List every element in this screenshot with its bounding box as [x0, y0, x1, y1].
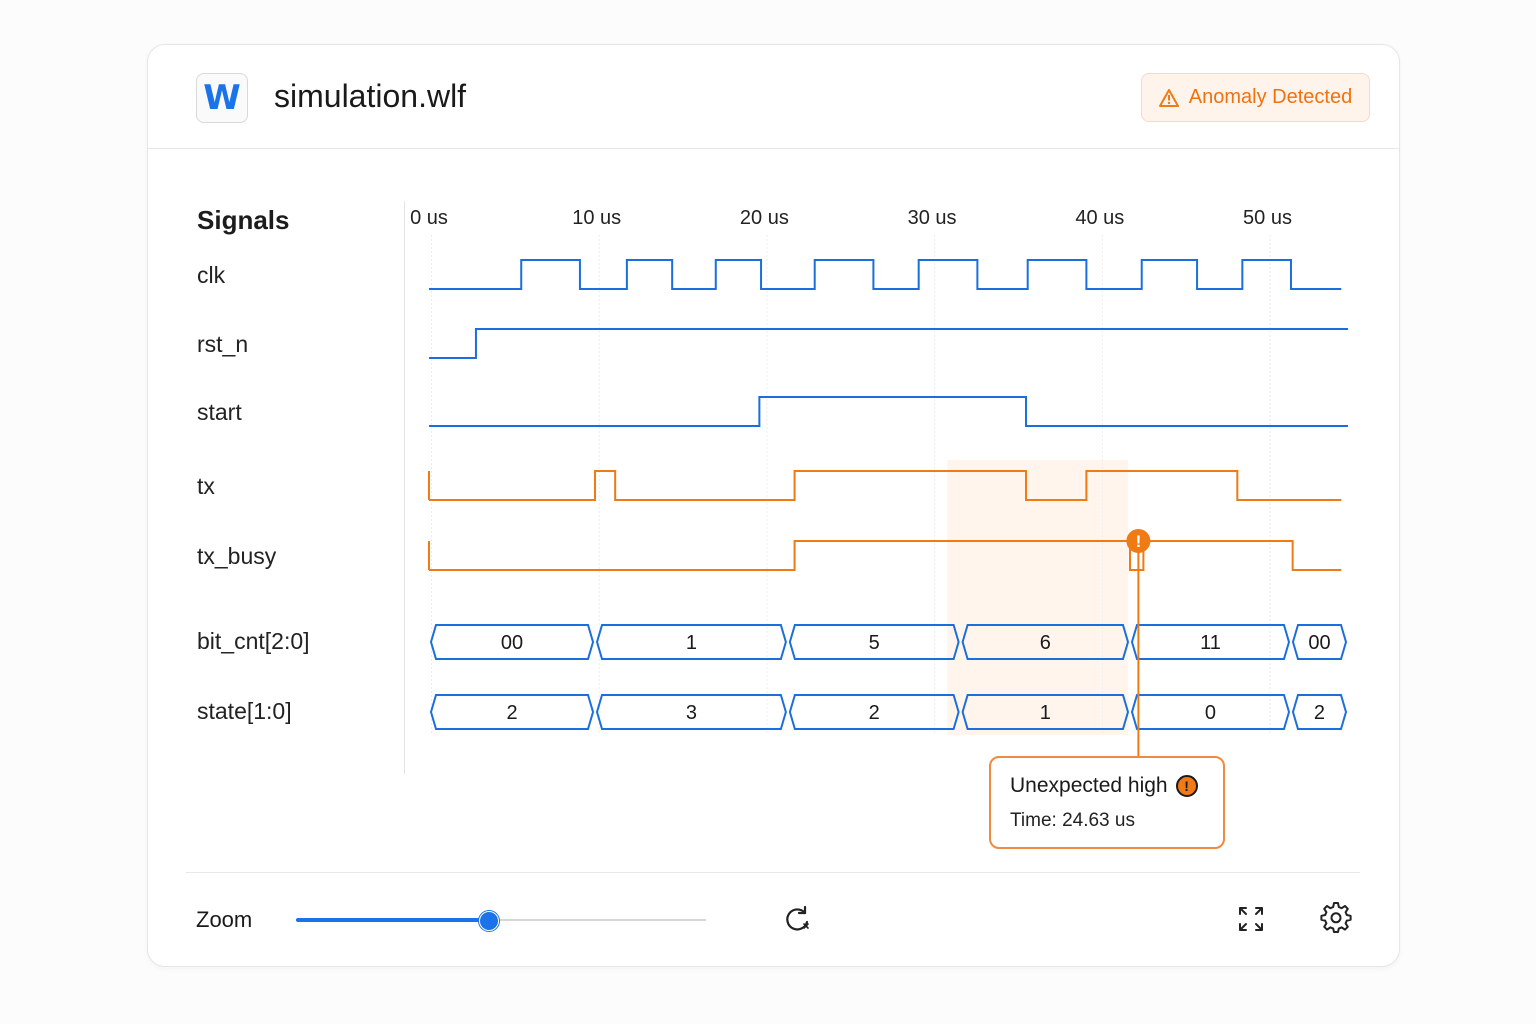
bus-segment [595, 694, 787, 730]
anomaly-tooltip: Unexpected high ! Time: 24.63 us [989, 756, 1225, 849]
anomaly-highlight-region [947, 460, 1129, 735]
bus-value-label: 00 [501, 632, 523, 654]
bus-value-label: 2 [1314, 702, 1325, 724]
file-title: simulation.wlf [274, 78, 467, 114]
fullscreen-icon[interactable] [1235, 903, 1267, 935]
signal-label-tx[interactable]: tx [197, 473, 215, 499]
zoom-slider-fill [296, 918, 489, 922]
anomaly-marker [1126, 529, 1151, 553]
anomaly-badge[interactable]: Anomaly Detected [1141, 73, 1370, 122]
header: W simulation.wlf Anomaly Detected [148, 45, 1399, 149]
waveform-canvas[interactable]: 00 1 5 6 11 00 2 3 2 1 0 2! [148, 45, 1399, 966]
waveform-tx [429, 470, 1342, 501]
bus-segment [429, 624, 595, 660]
time-tick-label: 10 us [572, 207, 622, 229]
bus-value-label: 11 [1200, 632, 1221, 654]
signal-label-clk[interactable]: clk [197, 262, 226, 288]
footer-divider [186, 872, 1360, 873]
exclamation-icon: ! [1175, 775, 1198, 797]
bus-segment [429, 694, 595, 730]
bus-segment [961, 624, 1130, 660]
time-tick-label: 0 us [410, 207, 448, 229]
anomaly-badge-label: Anomaly Detected [1188, 86, 1353, 108]
bus-value-label: 1 [686, 632, 697, 654]
waveform-rst-n [429, 328, 1348, 359]
bus-value-label: 6 [1040, 632, 1051, 654]
refresh-icon[interactable] [781, 903, 813, 935]
waveform-clk [429, 259, 1342, 290]
bus-value-label: 2 [506, 702, 517, 724]
bus-segment [788, 694, 960, 730]
zoom-slider-thumb[interactable] [478, 911, 499, 931]
exclamation-icon: ! [1136, 532, 1142, 551]
time-tick-label: 50 us [1243, 207, 1292, 229]
bus-value-label: 00 [1308, 632, 1330, 654]
warning-triangle-icon [1158, 88, 1179, 107]
tooltip-title: Unexpected high [1010, 774, 1168, 797]
signal-label-bit-cnt-2-0[interactable]: bit_cnt[2:0] [197, 628, 310, 654]
time-tick-label: 40 us [1075, 207, 1125, 229]
signal-label-tx-busy[interactable]: tx_busy [197, 543, 277, 569]
bus-value-label: 0 [1205, 702, 1216, 724]
tooltip-time: Time: 24.63 us [1010, 810, 1135, 831]
bus-value-label: 2 [869, 702, 880, 724]
waveform-start [429, 396, 1348, 427]
bus-value-label: 5 [869, 632, 880, 654]
zoom-slider-track [296, 919, 706, 921]
signal-label-start[interactable]: start [197, 399, 242, 425]
bus-segment [1130, 624, 1291, 660]
waveform-tx-busy [429, 540, 1342, 571]
bus-value-label: 1 [1040, 702, 1051, 724]
signals-divider [404, 201, 405, 774]
signal-label-state-1-0[interactable]: state[1:0] [197, 698, 292, 724]
settings-gear-icon[interactable] [1320, 902, 1352, 934]
bus-segment [1130, 694, 1291, 730]
waveform-viewer-card: W simulation.wlf Anomaly Detected Signal… [147, 44, 1400, 967]
zoom-label: Zoom [196, 907, 253, 932]
zoom-slider[interactable] [296, 909, 706, 931]
app-logo-icon: W [196, 73, 248, 123]
bus-segment [788, 624, 960, 660]
bus-segment [595, 624, 787, 660]
signal-label-rst-n[interactable]: rst_n [197, 331, 249, 357]
bus-segment [961, 694, 1130, 730]
signals-heading: Signals [197, 205, 290, 235]
time-tick-label: 30 us [907, 207, 957, 229]
time-tick-label: 20 us [739, 207, 789, 229]
bus-segment [1291, 624, 1348, 660]
bus-segment [1291, 694, 1348, 730]
bus-value-label: 3 [686, 702, 697, 724]
